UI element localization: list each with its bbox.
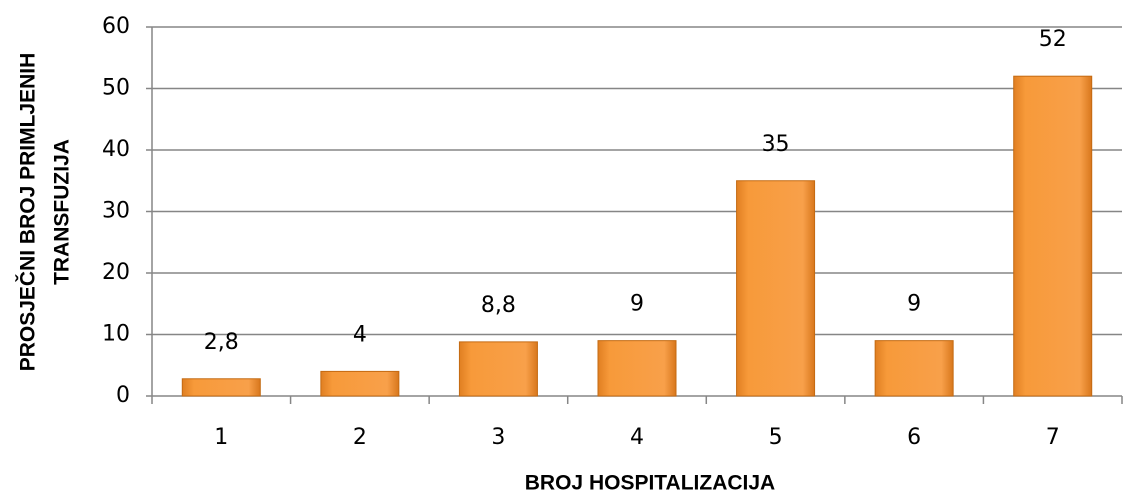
x-axis-title: BROJ HOSPITALIZACIJA (525, 472, 775, 495)
y-tick-label: 60 (102, 14, 130, 39)
data-label: 9 (907, 292, 921, 317)
bar (458, 341, 538, 397)
x-tick-label: 6 (907, 425, 921, 450)
data-label: 52 (1039, 27, 1067, 52)
data-label: 8,8 (481, 293, 516, 318)
y-tick-label: 10 (102, 322, 130, 347)
y-tick-label: 0 (116, 383, 130, 408)
y-tick-label: 20 (102, 260, 130, 285)
y-tick-label: 50 (102, 76, 130, 101)
data-label: 9 (630, 292, 644, 317)
bar (181, 378, 261, 397)
data-label: 2,8 (204, 330, 239, 355)
data-label: 4 (353, 322, 367, 347)
x-tick-label: 7 (1046, 425, 1060, 450)
x-tick-label: 4 (630, 425, 644, 450)
x-tick-label: 1 (214, 425, 228, 450)
x-tick-label: 3 (491, 425, 505, 450)
bar (1013, 75, 1093, 397)
y-axis-title: TRANSFUZIJA (51, 139, 74, 285)
x-tick-label: 2 (353, 425, 367, 450)
y-tick-label: 40 (102, 137, 130, 162)
data-label: 35 (762, 132, 790, 157)
bar (320, 370, 400, 397)
y-tick-label: 30 (102, 199, 130, 224)
y-axis-title: PROSJEČNI BROJ PRIMLJENIH (16, 53, 40, 372)
bar (874, 340, 954, 397)
bar (597, 340, 677, 397)
x-tick-label: 5 (769, 425, 783, 450)
bar (736, 180, 816, 397)
